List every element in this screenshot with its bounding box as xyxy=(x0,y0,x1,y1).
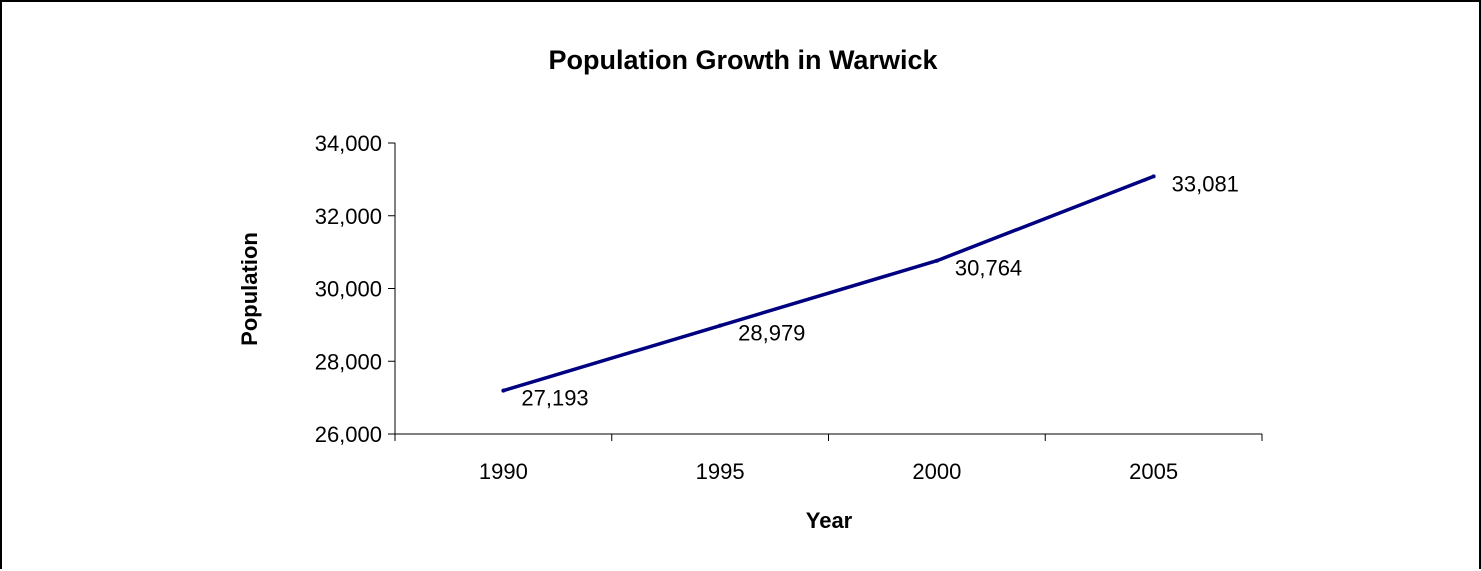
y-tick-label: 28,000 xyxy=(315,349,382,374)
y-tick-label: 30,000 xyxy=(315,277,382,302)
data-labels: 27,193 28,979 30,764 33,081 xyxy=(521,171,1239,410)
data-label: 27,193 xyxy=(521,386,588,411)
data-point xyxy=(934,258,939,263)
series-line xyxy=(501,174,1156,393)
series-population xyxy=(501,174,1156,393)
y-tick-label: 34,000 xyxy=(315,131,382,156)
y-tick-label: 32,000 xyxy=(315,204,382,229)
data-label: 33,081 xyxy=(1172,171,1239,196)
y-axis-title: Population xyxy=(237,232,262,346)
x-tick-label: 2005 xyxy=(1129,459,1178,484)
data-point xyxy=(501,388,506,393)
x-tick-label: 1990 xyxy=(479,459,528,484)
x-axis-title: Year xyxy=(806,508,853,533)
chart-title: Population Growth in Warwick xyxy=(548,45,938,75)
x-axis: 1990 1995 2000 2005 xyxy=(394,433,1263,484)
x-tick-label: 2000 xyxy=(912,459,961,484)
data-point xyxy=(1151,174,1156,179)
y-tick-label: 26,000 xyxy=(315,422,382,447)
data-label: 28,979 xyxy=(738,321,805,346)
y-axis: 26,000 28,000 30,000 32,000 34,000 xyxy=(315,131,396,447)
data-point xyxy=(718,323,723,328)
data-label: 30,764 xyxy=(955,256,1022,281)
x-tick-label: 1995 xyxy=(696,459,745,484)
